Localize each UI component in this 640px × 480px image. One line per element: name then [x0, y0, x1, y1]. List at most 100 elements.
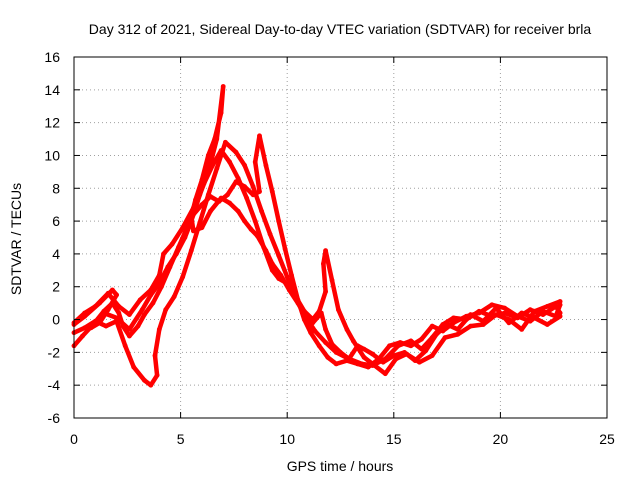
data-point: [344, 327, 350, 332]
data-point: [408, 338, 414, 344]
data-point: [316, 308, 322, 314]
data-point: [284, 274, 290, 280]
y-tick-label: 4: [52, 246, 60, 262]
data-point: [442, 335, 448, 340]
data-point: [182, 230, 188, 236]
x-axis-label: GPS time / hours: [287, 458, 394, 474]
data-point: [171, 294, 177, 299]
data-point: [114, 292, 119, 298]
plot-frame: [73, 56, 608, 419]
data-point: [154, 372, 160, 378]
data-point: [519, 310, 525, 316]
y-tick-label: 6: [52, 213, 60, 229]
data-point: [233, 149, 239, 155]
data-point: [557, 299, 563, 304]
data-point: [329, 277, 335, 283]
data-point: [468, 312, 473, 317]
x-tick-label: 0: [70, 431, 78, 447]
data-point: [480, 322, 486, 327]
data-point: [242, 218, 248, 224]
data-point: [216, 199, 222, 204]
data-point: [557, 313, 563, 319]
data-point: [346, 356, 352, 362]
data-point: [176, 244, 181, 250]
y-axis-label: SDTVAR / TECUs: [8, 183, 24, 295]
x-tick-label: 15: [386, 431, 402, 447]
data-point: [506, 317, 512, 322]
data-point: [338, 350, 343, 355]
x-tick-label: 5: [177, 431, 185, 447]
data-point: [404, 351, 409, 357]
data-point: [227, 200, 233, 206]
data-point: [214, 166, 220, 172]
data-point: [180, 274, 186, 280]
data-point: [476, 310, 482, 316]
data-point: [269, 189, 275, 195]
data-point: [223, 139, 228, 145]
data-point: [289, 272, 294, 278]
data-point: [218, 110, 224, 116]
chart-title: Day 312 of 2021, Sidereal Day-to-day VTE…: [89, 21, 592, 37]
data-point: [397, 340, 403, 345]
y-tick-label: 2: [52, 279, 60, 295]
data-point: [105, 290, 111, 296]
data-point: [257, 133, 262, 139]
data-point: [137, 297, 143, 303]
data-point: [208, 208, 213, 214]
data-point: [301, 317, 307, 322]
data-point: [114, 318, 119, 324]
data-point: [269, 267, 275, 273]
data-point: [257, 189, 262, 195]
data-point: [380, 359, 386, 365]
data-point: [163, 307, 169, 313]
data-point: [152, 353, 158, 358]
data-point: [387, 343, 392, 349]
y-tick-label: -4: [48, 377, 61, 393]
data-point: [323, 248, 328, 254]
data-point: [82, 310, 88, 316]
data-point: [142, 377, 147, 383]
data-point: [191, 205, 196, 211]
data-point: [493, 305, 499, 311]
data-point: [212, 136, 218, 142]
x-tick-label: 25: [599, 431, 615, 447]
data-point: [323, 327, 328, 332]
data-point: [101, 308, 107, 314]
data-point: [434, 331, 439, 337]
data-point: [455, 331, 461, 337]
data-point: [267, 231, 273, 237]
y-tick-labels: -6 -4 -2 0 2 4 6 8 10 12 14 16: [44, 49, 60, 426]
data-point: [252, 218, 258, 224]
data-point: [205, 153, 211, 158]
data-point: [312, 328, 318, 334]
data-point: [131, 364, 137, 370]
data-point: [242, 162, 248, 168]
data-point: [301, 308, 307, 314]
data-point: [261, 244, 267, 250]
data-point: [321, 261, 326, 267]
data-point: [250, 184, 256, 190]
data-point: [259, 208, 264, 214]
data-point: [276, 253, 282, 258]
data-point: [408, 343, 414, 349]
data-point: [80, 333, 85, 339]
y-tick-label: 16: [44, 49, 60, 65]
data-point: [135, 323, 141, 329]
data-point: [370, 351, 375, 357]
y-tick-label: -6: [48, 410, 61, 426]
x-tick-labels: 0 5 10 15 20 25: [70, 431, 615, 447]
data-point: [142, 312, 147, 317]
data-point: [263, 162, 269, 168]
data-point: [225, 192, 230, 198]
data-point: [284, 281, 290, 286]
data-point: [419, 346, 424, 352]
data-point: [235, 176, 241, 181]
data-point: [329, 341, 335, 347]
data-point: [393, 356, 399, 362]
data-point: [365, 364, 371, 370]
y-tick-label: 12: [44, 115, 60, 131]
data-point: [159, 284, 164, 290]
y-tick-label: 0: [52, 312, 60, 328]
data-point: [148, 287, 154, 293]
data-point: [120, 323, 126, 329]
